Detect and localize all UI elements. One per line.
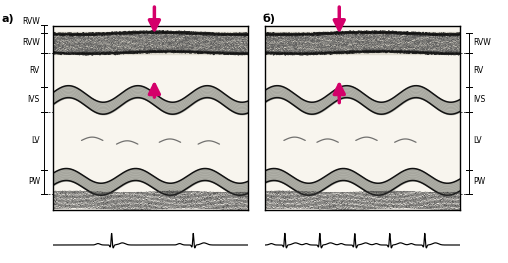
Text: б): б) — [263, 13, 276, 24]
Text: LV: LV — [473, 136, 482, 145]
Text: RV: RV — [29, 65, 40, 74]
Text: IVS: IVS — [473, 95, 486, 104]
Text: IVS: IVS — [27, 95, 40, 104]
Text: RVW: RVW — [473, 38, 491, 47]
Text: а): а) — [1, 14, 14, 24]
Text: PW: PW — [28, 177, 40, 186]
Text: RVW: RVW — [22, 17, 40, 26]
Text: RVW: RVW — [22, 38, 40, 47]
Text: RV: RV — [473, 65, 484, 74]
Text: LV: LV — [31, 136, 40, 145]
Text: PW: PW — [473, 177, 485, 186]
